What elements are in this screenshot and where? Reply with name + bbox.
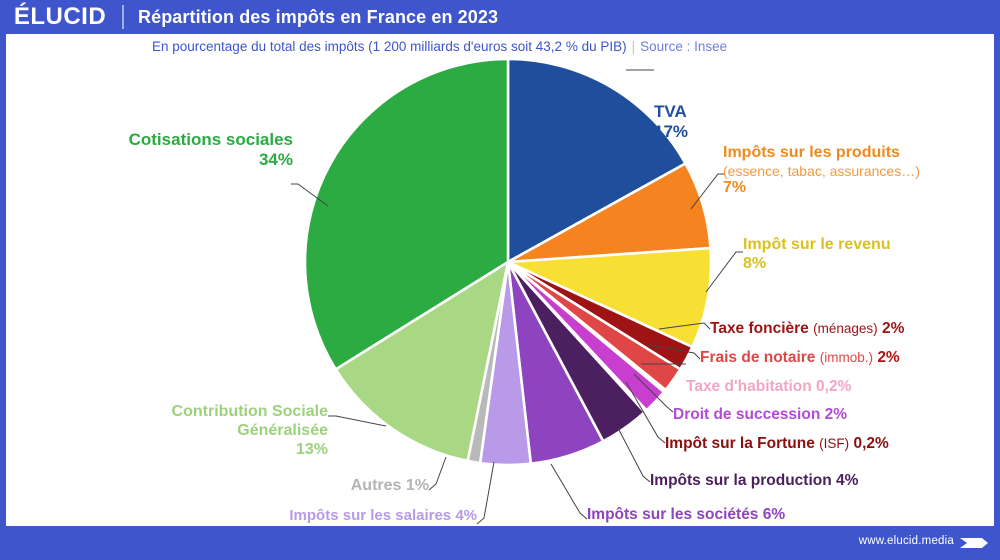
label-csg-title2: Généralisée bbox=[237, 421, 328, 439]
elucid-logo[interactable]: ÉLUCID bbox=[13, 3, 107, 30]
leader-lines bbox=[291, 69, 743, 525]
label-habitation: Taxe d'habitation 0,2% bbox=[686, 378, 851, 396]
leader-societes bbox=[550, 463, 588, 520]
leader-notaire bbox=[647, 344, 701, 360]
label-autres: Autres 1% bbox=[6, 477, 429, 496]
label-csg: Contribution Sociale Généralisée 13% bbox=[6, 403, 328, 460]
leader-salaires bbox=[476, 461, 495, 525]
leader-production bbox=[617, 427, 651, 483]
pie-slice[interactable]: TVA 17% bbox=[506, 57, 687, 264]
footer-bar: www.elucid.media bbox=[0, 526, 1000, 560]
chart-subtitle: En pourcentage du total des impôts (1 20… bbox=[152, 39, 727, 54]
chart-canvas: En pourcentage du total des impôts (1 20… bbox=[6, 34, 994, 526]
label-production-title: Impôts sur la production bbox=[650, 472, 832, 489]
pie-chart: TVA 17%Impôts sur les produits 7%Impôt s… bbox=[291, 57, 743, 525]
subtitle-separator: | bbox=[631, 39, 636, 54]
label-revenu: Impôt sur le revenu 8% bbox=[743, 236, 891, 274]
label-tva: TVA 17% bbox=[654, 102, 688, 142]
label-habitation-value: 0,2% bbox=[816, 378, 852, 395]
label-succession: Droit de succession 2% bbox=[673, 406, 847, 424]
label-fortune: Impôt sur la Fortune (ISF) 0,2% bbox=[665, 435, 889, 453]
label-salaires-title: Impôts sur les salaires bbox=[289, 507, 452, 524]
label-habitation-title: Taxe d'habitation bbox=[686, 378, 812, 395]
leader-fortune bbox=[625, 381, 666, 444]
label-cotisations: Cotisations sociales 34% bbox=[6, 130, 293, 170]
label-fortune-sub: (ISF) bbox=[819, 436, 850, 451]
page-title: Répartition des impôts en France en 2023 bbox=[138, 6, 499, 27]
leader-produits bbox=[690, 173, 724, 210]
label-societes-title: Impôts sur les sociétés bbox=[587, 506, 759, 523]
label-fonciere-sub: (ménages) bbox=[813, 321, 878, 336]
label-revenu-title: Impôt sur le revenu bbox=[743, 236, 891, 253]
label-notaire: Frais de notaire (immob.) 2% bbox=[700, 349, 900, 367]
subtitle-text: En pourcentage du total des impôts (1 20… bbox=[152, 39, 627, 54]
label-fortune-title: Impôt sur la Fortune bbox=[665, 435, 815, 452]
leader-cotisations bbox=[291, 183, 329, 207]
label-autres-title: Autres bbox=[350, 477, 402, 494]
label-produits-sub: (essence, tabac, assurances…) bbox=[723, 162, 920, 179]
label-societes: Impôts sur les sociétés 6% bbox=[587, 506, 785, 524]
label-salaires-value: 4% bbox=[455, 507, 477, 524]
label-notaire-sub: (immob.) bbox=[819, 350, 873, 365]
label-produits-value: 7% bbox=[723, 179, 747, 197]
pie-slice[interactable]: Contribution Sociale Généralisée 13% bbox=[334, 260, 510, 463]
label-salaires: Impôts sur les salaires 4% bbox=[6, 507, 477, 525]
leader-fonciere bbox=[658, 322, 711, 330]
header-bar: ÉLUCID Répartition des impôts en France … bbox=[0, 0, 1000, 34]
label-production: Impôts sur la production 4% bbox=[650, 472, 858, 490]
label-succession-value: 2% bbox=[824, 406, 848, 423]
pie-slice[interactable]: Impôt sur le revenu 8% bbox=[506, 246, 713, 349]
label-fonciere-title: Taxe foncière bbox=[710, 320, 809, 337]
label-fonciere: Taxe foncière (ménages) 2% bbox=[710, 320, 904, 338]
label-cotisations-value: 34% bbox=[258, 150, 293, 170]
header-divider bbox=[122, 5, 124, 29]
label-produits: Impôts sur les produits (essence, tabac,… bbox=[723, 144, 920, 198]
label-csg-value: 13% bbox=[295, 440, 328, 458]
pie-slice[interactable]: Cotisations sociales 34% bbox=[303, 57, 510, 371]
leader-succession bbox=[633, 373, 674, 413]
label-societes-value: 6% bbox=[762, 506, 786, 523]
leader-csg bbox=[328, 415, 387, 427]
label-revenu-value: 8% bbox=[743, 254, 767, 272]
pie-slices: TVA 17%Impôts sur les produits 7%Impôt s… bbox=[303, 57, 713, 467]
label-autres-value: 1% bbox=[405, 477, 429, 494]
label-production-value: 4% bbox=[836, 472, 859, 489]
leader-revenu bbox=[705, 251, 743, 293]
label-notaire-value: 2% bbox=[877, 349, 900, 366]
label-cotisations-title: Cotisations sociales bbox=[128, 130, 293, 149]
label-tva-value: 17% bbox=[654, 122, 689, 142]
footer-url[interactable]: www.elucid.media bbox=[858, 535, 954, 547]
label-succession-title: Droit de succession bbox=[673, 406, 821, 423]
label-tva-title: TVA bbox=[654, 102, 687, 121]
label-csg-title1: Contribution Sociale bbox=[171, 403, 328, 420]
leader-autres bbox=[428, 456, 447, 491]
label-produits-title: Impôts sur les produits bbox=[723, 144, 900, 161]
label-notaire-title: Frais de notaire bbox=[700, 349, 816, 366]
label-fonciere-value: 2% bbox=[881, 320, 905, 337]
label-fortune-value: 0,2% bbox=[853, 435, 889, 452]
elucid-arrow-icon bbox=[960, 538, 988, 548]
chart-source: Source : Insee bbox=[640, 39, 728, 54]
